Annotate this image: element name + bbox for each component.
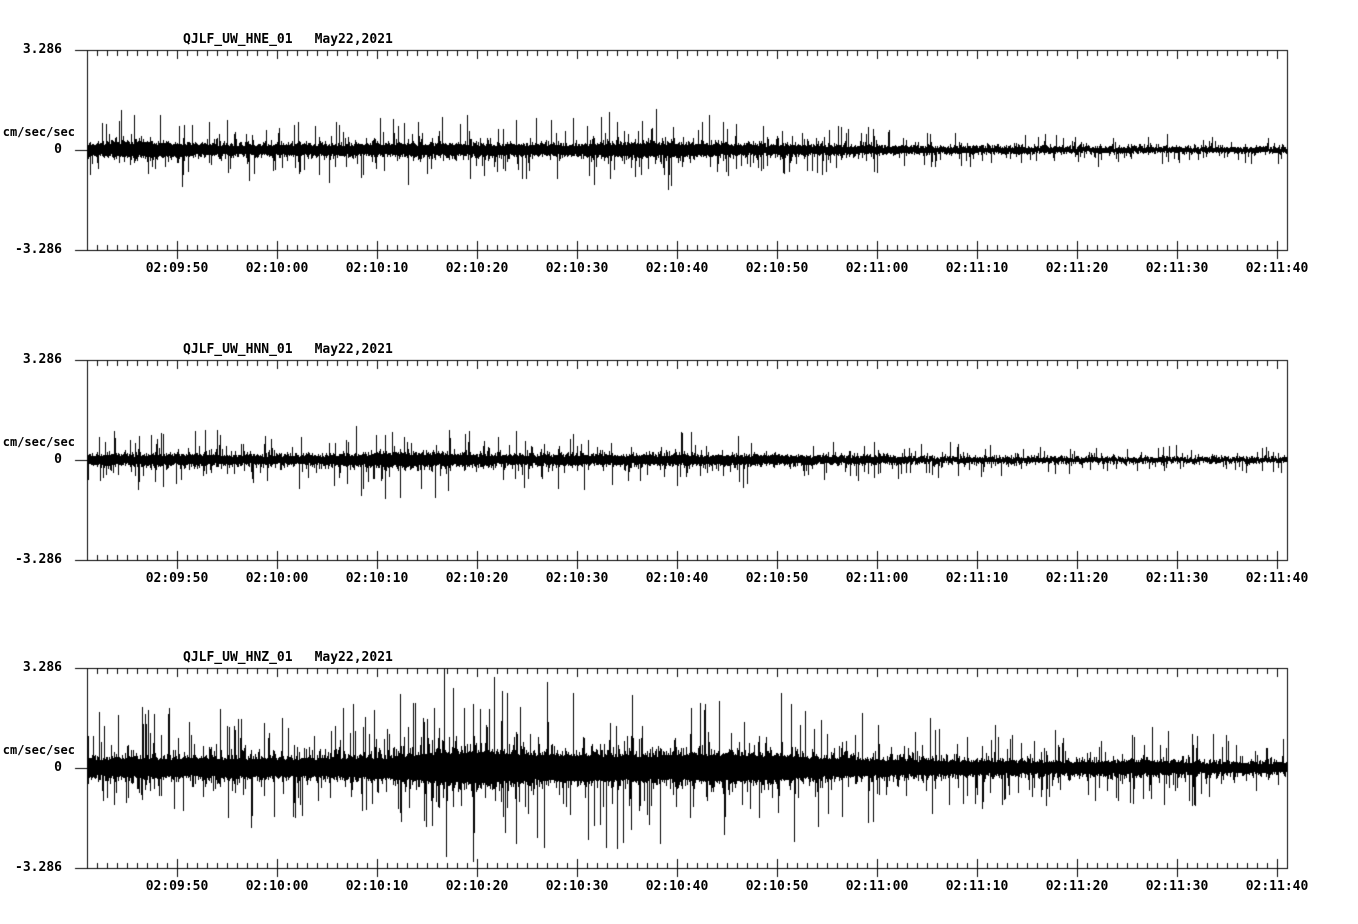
seismogram-waveform-canvas: [0, 0, 1358, 924]
seismogram-page: QJLF_UW_HNE_01 May22,2021 3.286 cm/sec/s…: [0, 0, 1358, 924]
